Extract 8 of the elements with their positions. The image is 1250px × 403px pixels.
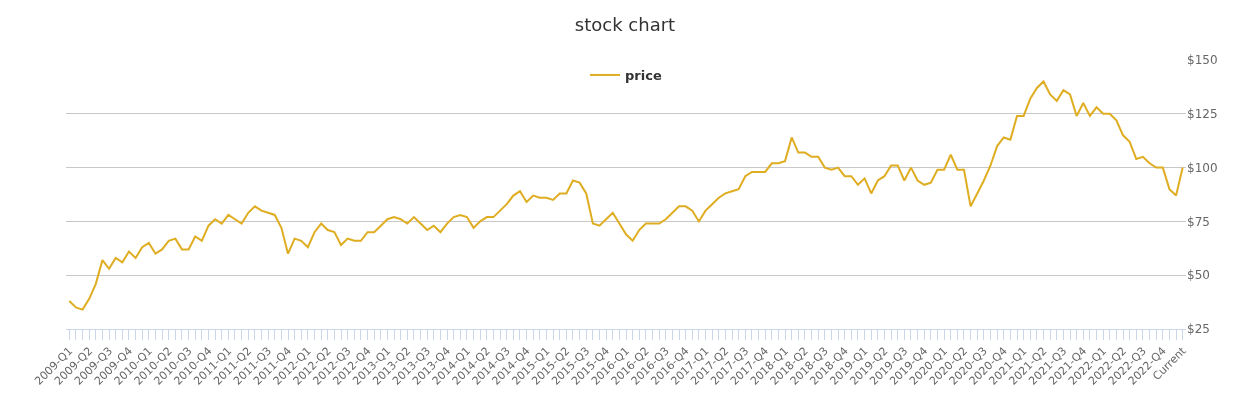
y-tick-label: $75 bbox=[1187, 214, 1210, 229]
y-tick-label: $25 bbox=[1187, 322, 1210, 337]
legend-label: price bbox=[625, 68, 662, 84]
chart-title: stock chart bbox=[574, 13, 676, 35]
y-tick-label: $100 bbox=[1187, 160, 1218, 175]
y-tick-label: $125 bbox=[1187, 107, 1218, 121]
y-tick-label: $50 bbox=[1187, 268, 1210, 283]
y-tick-label: $150 bbox=[1187, 53, 1218, 68]
